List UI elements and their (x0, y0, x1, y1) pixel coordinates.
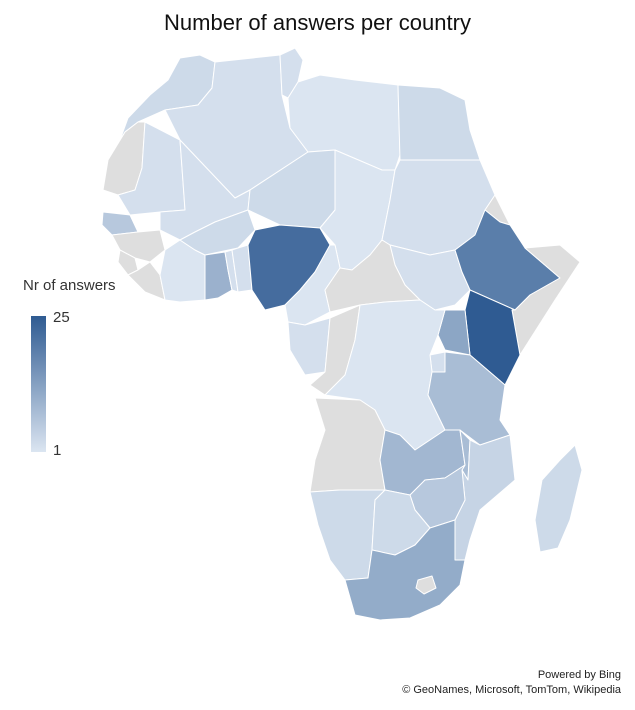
country-rwanda[interactable] (429, 351, 446, 373)
country-angola[interactable] (309, 397, 386, 493)
country-madagascar[interactable] (534, 444, 583, 553)
attribution-sources: © GeoNames, Microsoft, TomTom, Wikipedia (402, 684, 621, 696)
attribution-powered-by: Powered by Bing (537, 669, 621, 681)
legend-color-scale (31, 316, 46, 452)
country-senegal[interactable] (101, 211, 139, 236)
legend-min-label: 1 (53, 442, 62, 459)
country-lesotho[interactable] (415, 575, 437, 595)
country-egypt[interactable] (397, 84, 481, 161)
country-tanzania[interactable] (427, 351, 511, 446)
legend-title: Nr of answers (23, 277, 116, 294)
map-title: Number of answers per country (164, 10, 471, 35)
country-south-africa[interactable] (344, 519, 466, 621)
country-central-african-republic[interactable] (324, 239, 421, 313)
country-gabon[interactable] (287, 317, 331, 376)
country-togo[interactable] (224, 249, 239, 293)
legend-max-label: 25 (53, 309, 70, 326)
attribution: Powered by Bing © GeoNames, Microsoft, T… (402, 668, 621, 698)
